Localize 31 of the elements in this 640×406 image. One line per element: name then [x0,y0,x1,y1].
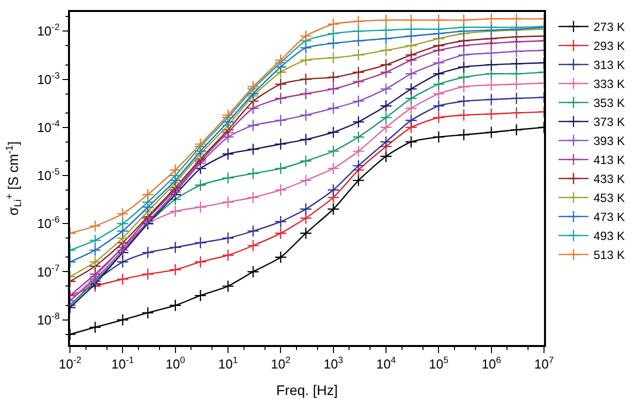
x-tick-label: 10$^{6}$ [482,354,502,372]
x-tick-label: 10$^{0}$ [166,354,186,372]
legend-label: 393 K [593,134,625,148]
x-axis-title: Freq. [Hz] [276,382,338,398]
legend-label: 433 K [593,172,625,186]
y-tick-label: 10$^{-6}$ [37,214,60,232]
y-tick-label: 10$^{-7}$ [37,262,60,280]
legend-label: 413 K [593,153,625,168]
x-tick-label: 10$^{5}$ [428,354,448,372]
x-tick-label: 10$^{2}$ [270,354,290,372]
y-tick-label: 10$^{-3}$ [37,70,60,87]
y-tick-label: 10$^{-2}$ [37,22,60,39]
legend-label: 473 K [593,210,625,224]
x-tick-label: 10$^{-2}$ [58,354,82,372]
legend-label: 313 K [593,58,625,72]
legend-label: 353 K [593,96,625,110]
x-tick-label: 10$^{-1}$ [111,354,134,372]
y-tick-label: 10$^{-8}$ [37,310,60,328]
y-tick-label: 10$^{-5}$ [37,166,60,184]
x-tick-label: 10$^{3}$ [324,354,344,372]
legend-label: 333 K [593,77,625,92]
legend-label: 373 K [593,115,625,130]
legend-label: 513 K [593,248,625,262]
x-tick-label: 10$^{7}$ [534,354,554,372]
x-tick-label: 10$^{1}$ [218,354,238,372]
y-tick-label: 10$^{-4}$ [37,118,60,135]
x-tick-label: 10$^{4}$ [376,354,396,372]
legend-label: 493 K [593,229,625,244]
legend-label: 273 K [593,20,625,34]
legend-label: 293 K [593,39,625,54]
legend-label: 453 K [593,191,625,206]
